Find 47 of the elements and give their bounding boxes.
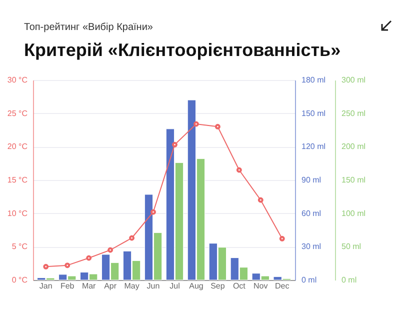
x-tick-label: Oct bbox=[232, 282, 246, 290]
y2-tick-label: 90 ml bbox=[302, 176, 322, 184]
point bbox=[129, 235, 135, 241]
y-tick-label: 0 °C bbox=[12, 276, 28, 284]
x-tick-label: May bbox=[124, 282, 140, 290]
x-tick-label: Sep bbox=[210, 282, 226, 290]
x-tick-label: Dec bbox=[275, 282, 290, 290]
point bbox=[108, 247, 114, 253]
y2-tick-label: 120 ml bbox=[302, 142, 326, 152]
point bbox=[172, 142, 178, 148]
point bbox=[258, 197, 264, 203]
point bbox=[214, 124, 220, 130]
y3-tick-label: 200 ml bbox=[342, 142, 366, 152]
y-tick-label: 30 °C bbox=[7, 76, 28, 84]
y2-tick-label: 150 ml bbox=[302, 108, 326, 118]
point bbox=[43, 264, 49, 270]
y3-tick-label: 250 ml bbox=[342, 108, 366, 118]
x-tick-label: Nov bbox=[254, 282, 268, 290]
y3-tick-label: 0 ml bbox=[342, 276, 357, 284]
chart-subtitle: Топ-рейтинг «Вибір Країни» bbox=[24, 22, 153, 33]
point bbox=[236, 167, 242, 173]
point bbox=[193, 121, 199, 127]
chart-title: Критерій «Клієнтоорієнтованність» bbox=[24, 40, 341, 61]
x-tick-label: Mar bbox=[82, 282, 96, 290]
point bbox=[64, 262, 70, 268]
x-tick-label: Aug bbox=[189, 282, 204, 290]
x-tick-label: Jun bbox=[146, 282, 160, 290]
y2-tick-label: 180 ml bbox=[302, 76, 326, 84]
x-tick-label: Feb bbox=[60, 282, 75, 290]
y-tick-label: 20 °C bbox=[7, 142, 28, 152]
x-tick-label: Apr bbox=[104, 282, 117, 290]
x-tick-label: Jan bbox=[39, 282, 52, 290]
point bbox=[150, 209, 156, 215]
y-tick-label: 15 °C bbox=[7, 176, 28, 184]
y3-tick-label: 150 ml bbox=[342, 176, 366, 184]
y3-tick-label: 100 ml bbox=[342, 208, 366, 218]
y2-tick-label: 0 ml bbox=[302, 276, 317, 284]
y2-tick-label: 30 ml bbox=[302, 242, 322, 252]
y-tick-label: 5 °C bbox=[12, 242, 28, 252]
y3-tick-label: 300 ml bbox=[342, 76, 366, 84]
point bbox=[86, 255, 92, 261]
x-tick-label: Jul bbox=[170, 282, 180, 290]
y2-tick-label: 60 ml bbox=[302, 208, 322, 218]
y-tick-label: 10 °C bbox=[7, 208, 28, 218]
y-tick-label: 25 °C bbox=[7, 108, 28, 118]
y3-tick-label: 50 ml bbox=[342, 242, 362, 252]
point bbox=[279, 236, 285, 242]
